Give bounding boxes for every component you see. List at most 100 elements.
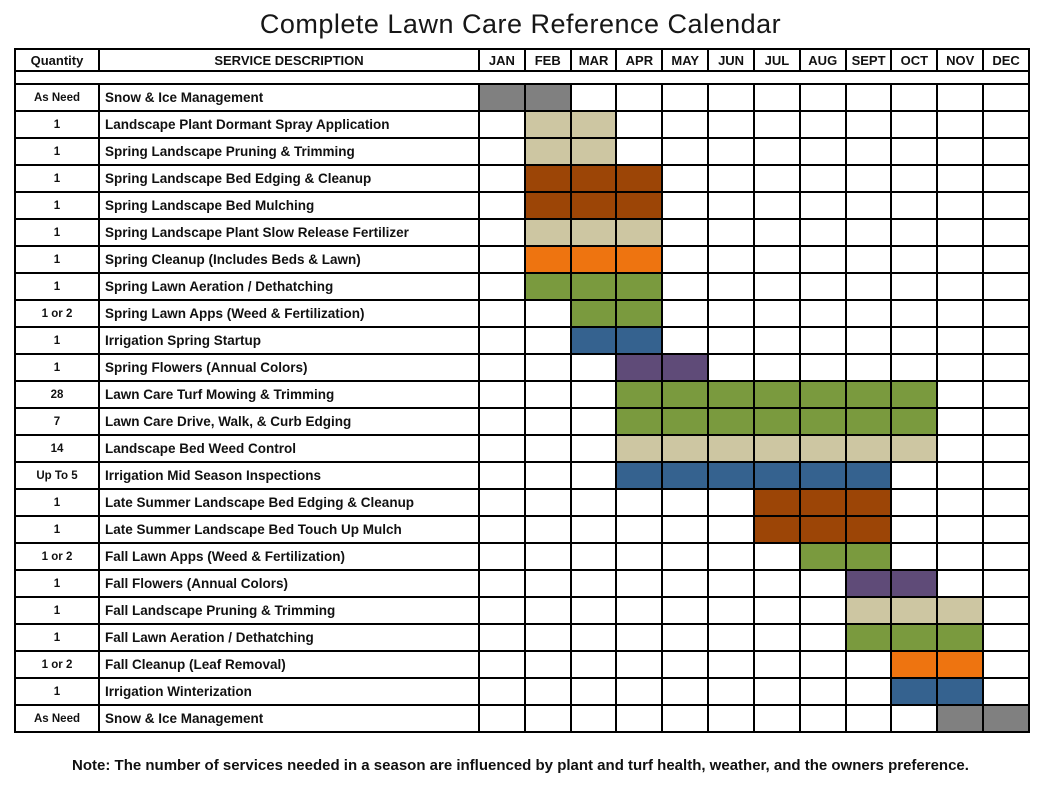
scheduled-month-cell-mar	[571, 139, 616, 164]
month-header-aug: AUG	[800, 50, 845, 70]
month-cell	[709, 112, 753, 137]
scheduled-month-cell-feb	[525, 139, 570, 164]
month-cell	[800, 625, 845, 650]
quantity-value: 7	[16, 409, 98, 434]
month-cell	[800, 220, 845, 245]
month-cell	[709, 652, 753, 677]
month-cell	[984, 544, 1028, 569]
scheduled-month-cell-jun	[709, 409, 753, 434]
month-cell	[480, 544, 524, 569]
scheduled-month-cell-oct	[892, 625, 937, 650]
month-cell	[480, 166, 524, 191]
service-description: Fall Lawn Apps (Weed & Fertilization)	[100, 544, 478, 569]
month-cell	[709, 625, 753, 650]
month-cell	[938, 139, 983, 164]
month-cell	[525, 652, 570, 677]
month-cell	[617, 625, 662, 650]
scheduled-month-cell-feb	[525, 112, 570, 137]
month-cell	[892, 706, 937, 731]
month-cell	[480, 463, 524, 488]
scheduled-month-cell-nov	[938, 625, 983, 650]
service-description: Spring Landscape Plant Slow Release Fert…	[100, 220, 478, 245]
month-cell	[480, 571, 524, 596]
month-cell	[984, 355, 1028, 380]
month-cell	[984, 193, 1028, 218]
month-cell	[846, 274, 891, 299]
month-cell	[846, 679, 891, 704]
service-description: Snow & Ice Management	[100, 706, 478, 731]
month-cell	[938, 112, 983, 137]
month-cell	[709, 706, 753, 731]
month-cell	[984, 652, 1028, 677]
scheduled-month-cell-apr	[617, 328, 662, 353]
month-header-jul: JUL	[754, 50, 799, 70]
quantity-value: As Need	[16, 85, 98, 110]
scheduled-month-cell-may	[663, 355, 708, 380]
service-description: Irrigation Winterization	[100, 679, 478, 704]
month-cell	[571, 409, 616, 434]
month-cell	[938, 382, 983, 407]
month-cell	[571, 652, 616, 677]
month-cell	[663, 220, 708, 245]
quantity-value: 1	[16, 625, 98, 650]
month-cell	[754, 625, 799, 650]
month-cell	[480, 598, 524, 623]
month-cell	[525, 544, 570, 569]
month-cell	[663, 112, 708, 137]
month-cell	[617, 139, 662, 164]
scheduled-month-cell-jul	[754, 463, 799, 488]
month-cell	[754, 85, 799, 110]
scheduled-month-cell-apr	[617, 409, 662, 434]
month-cell	[663, 274, 708, 299]
month-cell	[571, 463, 616, 488]
scheduled-month-cell-jul	[754, 382, 799, 407]
month-cell	[984, 85, 1028, 110]
month-cell	[846, 355, 891, 380]
service-description: Irrigation Spring Startup	[100, 328, 478, 353]
month-cell	[754, 571, 799, 596]
service-description: Fall Landscape Pruning & Trimming	[100, 598, 478, 623]
scheduled-month-cell-oct	[892, 679, 937, 704]
month-cell	[984, 220, 1028, 245]
month-cell	[571, 706, 616, 731]
month-cell	[617, 652, 662, 677]
month-cell	[800, 598, 845, 623]
month-cell	[571, 598, 616, 623]
service-description: Landscape Plant Dormant Spray Applicatio…	[100, 112, 478, 137]
month-cell	[800, 355, 845, 380]
month-cell	[984, 517, 1028, 542]
scheduled-month-cell-apr	[617, 436, 662, 461]
month-cell	[800, 85, 845, 110]
month-cell	[800, 652, 845, 677]
month-cell	[938, 490, 983, 515]
scheduled-month-cell-dec	[984, 706, 1028, 731]
month-cell	[846, 139, 891, 164]
month-cell	[984, 679, 1028, 704]
month-cell	[984, 490, 1028, 515]
month-cell	[525, 355, 570, 380]
month-header-dec: DEC	[984, 50, 1028, 70]
quantity-value: 1	[16, 490, 98, 515]
month-cell	[617, 112, 662, 137]
service-description: Lawn Care Turf Mowing & Trimming	[100, 382, 478, 407]
month-cell	[571, 517, 616, 542]
month-cell	[709, 517, 753, 542]
month-cell	[709, 328, 753, 353]
month-cell	[571, 625, 616, 650]
scheduled-month-cell-sept	[846, 382, 891, 407]
scheduled-month-cell-mar	[571, 274, 616, 299]
scheduled-month-cell-jun	[709, 463, 753, 488]
month-cell	[938, 193, 983, 218]
month-cell	[984, 166, 1028, 191]
scheduled-month-cell-apr	[617, 274, 662, 299]
service-description: Snow & Ice Management	[100, 85, 478, 110]
month-cell	[480, 247, 524, 272]
month-cell	[663, 517, 708, 542]
scheduled-month-cell-apr	[617, 166, 662, 191]
scheduled-month-cell-sept	[846, 544, 891, 569]
month-cell	[480, 517, 524, 542]
month-cell	[938, 571, 983, 596]
page-title: Complete Lawn Care Reference Calendar	[259, 9, 782, 39]
month-cell	[984, 301, 1028, 326]
month-cell	[754, 301, 799, 326]
